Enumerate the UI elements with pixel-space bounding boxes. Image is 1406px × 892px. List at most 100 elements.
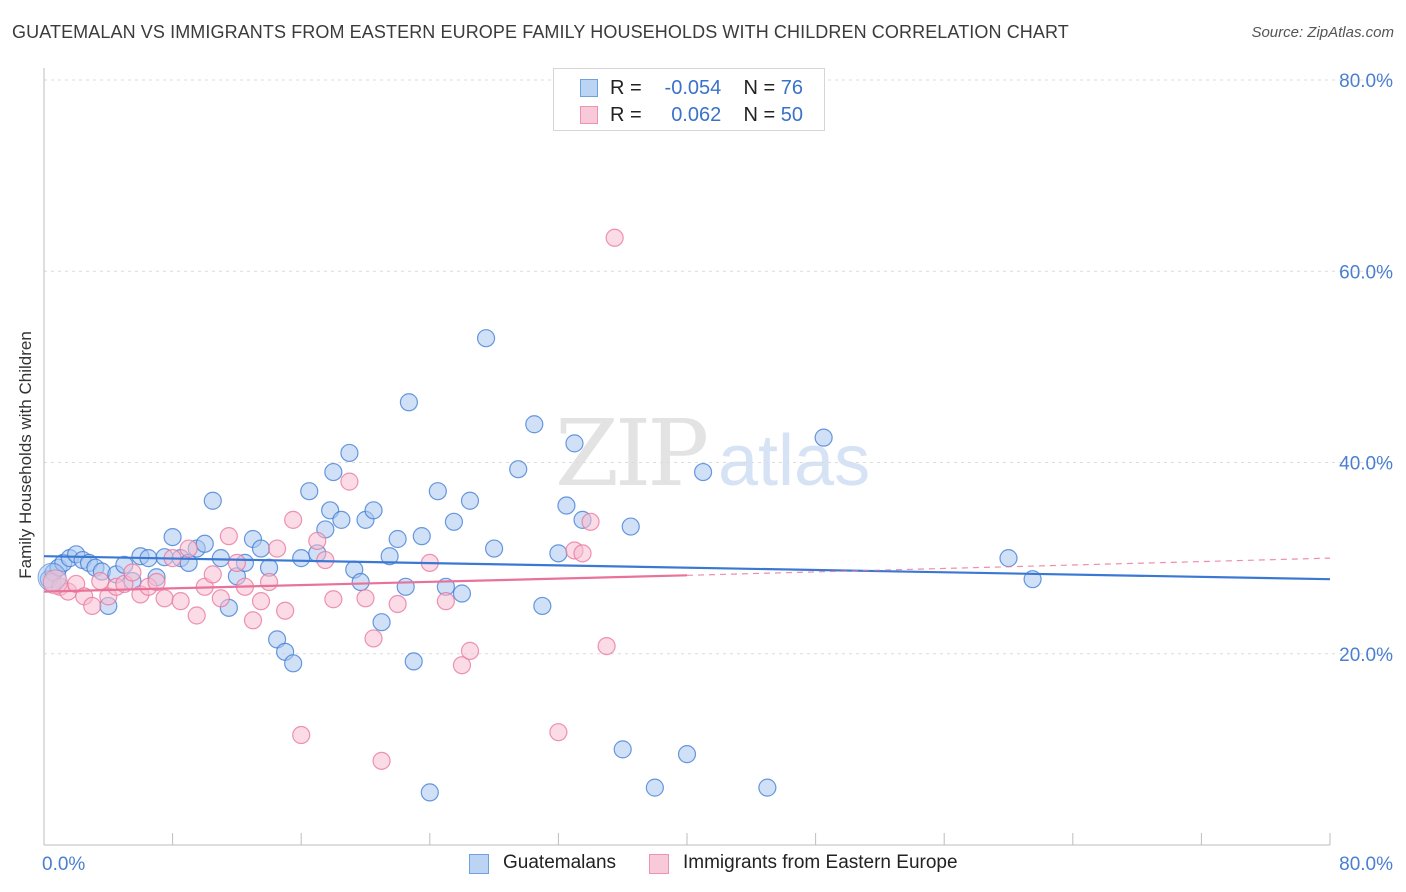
eastern-europe-point (308, 531, 327, 551)
eastern-europe-point (155, 589, 174, 608)
guatemalan-point (399, 393, 419, 412)
guatemalan-point (351, 572, 370, 592)
guatemalan-point (284, 654, 303, 673)
eastern-europe-point (284, 510, 303, 529)
guatemalan-point (388, 529, 407, 549)
guatemalan-point (292, 549, 311, 568)
bottom-legend-swatch-eastern-europe (649, 854, 669, 874)
legend-text: R = 0.062 N = 50 (610, 104, 803, 127)
guatemalan-point (300, 482, 319, 501)
guatemalan-point (332, 510, 351, 529)
guatemalan-point (420, 783, 439, 802)
y-tick-label: 60.0% (1339, 262, 1393, 283)
guatemalan-trend-line (43, 555, 1331, 581)
guatemalan-point (557, 496, 576, 515)
guatemalan-point (460, 491, 480, 510)
eastern-europe-point (123, 563, 142, 582)
eastern-europe-point (187, 606, 206, 625)
guatemalan-point (677, 745, 697, 764)
correlation-legend: R = -0.054 N = 76 R = 0.062 N = 50 (553, 68, 825, 131)
guatemalan-point (203, 491, 222, 510)
n-value: 76 (780, 77, 803, 99)
eastern-europe-point (605, 228, 624, 247)
x-tick-label-min: 0.0% (42, 854, 85, 875)
r-value: -0.054 (664, 77, 722, 99)
guatemalan-point (372, 613, 391, 632)
guatemalan-point (693, 462, 713, 482)
guatemalan-point (509, 460, 528, 479)
y-tick-label: 40.0% (1339, 454, 1393, 475)
y-tick-label: 80.0% (1339, 71, 1393, 92)
n-label: N = (743, 104, 776, 126)
eastern-europe-point (388, 594, 407, 614)
eastern-europe-point (251, 592, 271, 611)
guatemalan-point (485, 539, 504, 558)
eastern-europe-point (372, 751, 391, 770)
n-value: 50 (780, 104, 803, 126)
eastern-europe-point (276, 601, 295, 620)
legend-swatch-eastern-europe (580, 106, 598, 124)
legend-text: R = -0.054 N = 76 (610, 77, 803, 100)
guatemalan-point (195, 534, 214, 553)
guatemalan-point (452, 584, 472, 603)
guatemalan-point (549, 544, 568, 563)
y-tick-label: 20.0% (1339, 645, 1393, 666)
eastern-europe-point (211, 589, 230, 608)
watermark-atlas: atlas (718, 421, 871, 501)
guatemalan-point (428, 482, 447, 501)
x-tick-label-max: 80.0% (1339, 854, 1393, 875)
guatemalan-point (533, 596, 552, 616)
eastern-europe-point (436, 592, 455, 611)
guatemalan-point (525, 415, 544, 434)
guatemalan-point (444, 512, 464, 531)
guatemalan-point (396, 577, 415, 596)
eastern-europe-point (573, 544, 592, 563)
r-label: R = (610, 104, 642, 126)
eastern-europe-point (364, 629, 383, 648)
guatemalan-point (412, 527, 431, 546)
guatemalan-point (404, 652, 423, 671)
guatemalan-point (999, 549, 1018, 568)
chart-title: GUATEMALAN VS IMMIGRANTS FROM EASTERN EU… (12, 22, 1069, 42)
r-label: R = (610, 77, 642, 99)
tick-labels: 20.0% 40.0% 60.0% 80.0% 0.0% 80.0% (42, 71, 1393, 875)
data-points (37, 228, 1042, 802)
eastern-europe-trend-line (43, 574, 688, 593)
eastern-europe-point (267, 539, 287, 558)
eastern-europe-point (581, 512, 600, 531)
guatemalan-point (645, 778, 664, 797)
eastern-europe-point (83, 596, 102, 616)
bottom-legend-label: Guatemalans (503, 852, 617, 873)
guatemalan-point (758, 778, 777, 797)
guatemalan-point (163, 527, 182, 547)
watermark-zip: ZIP (555, 400, 709, 507)
guatemalan-point (324, 462, 343, 482)
axes (43, 68, 1331, 846)
bottom-legend-swatch-guatemalans (469, 854, 489, 874)
eastern-europe-point (243, 611, 263, 630)
guatemalan-point (364, 501, 383, 520)
guatemalan-point (251, 539, 271, 558)
eastern-europe-point (179, 539, 198, 558)
legend-swatch-guatemalans (580, 79, 598, 97)
eastern-europe-point (549, 723, 568, 742)
guatemalan-point (476, 329, 496, 348)
eastern-europe-cluster-point (42, 569, 68, 595)
eastern-europe-point (219, 527, 238, 546)
eastern-europe-point (356, 589, 375, 608)
eastern-europe-point (227, 553, 246, 573)
eastern-europe-point (324, 590, 343, 609)
guatemalan-point (211, 549, 230, 568)
guatemalan-point (380, 547, 399, 566)
eastern-europe-point (147, 572, 166, 592)
eastern-europe-point (91, 571, 110, 591)
eastern-europe-point (460, 641, 480, 660)
eastern-europe-point (171, 592, 190, 611)
guatemalan-point (340, 443, 359, 463)
bottom-legend-label: Immigrants from Eastern Europe (683, 852, 958, 873)
guatemalan-point (613, 740, 632, 759)
eastern-europe-point (259, 572, 279, 592)
n-label: N = (743, 77, 776, 99)
eastern-europe-point (452, 656, 472, 675)
